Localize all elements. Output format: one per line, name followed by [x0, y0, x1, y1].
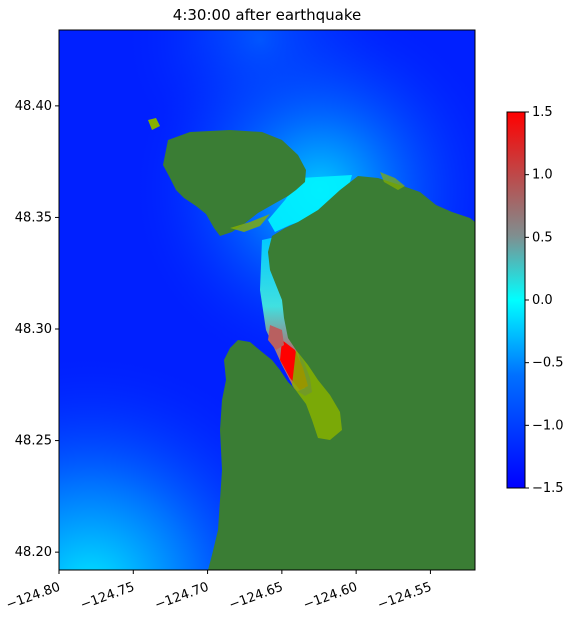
colorbar-tick-label: −1.0	[532, 418, 564, 433]
x-tick-label: −124.60	[301, 580, 359, 613]
x-axis: −124.80 −124.75 −124.70 −124.65 −124.60 −124.…	[4, 570, 434, 613]
land	[148, 118, 475, 570]
x-tick-label: −124.70	[153, 580, 211, 613]
north-island	[163, 130, 306, 236]
colorbar-ticks: 1.5 1.0 0.5 0.0 −0.5 −1.0 −1.5	[525, 105, 564, 496]
bay-cyan-zone	[268, 175, 352, 232]
intertidal-strip-east	[380, 172, 405, 190]
y-tick-label: 48.40	[15, 99, 52, 114]
colorbar-tick-label: 0.5	[532, 230, 553, 245]
small-islet	[148, 118, 160, 130]
colorbar-tick-label: 1.5	[532, 105, 553, 120]
mid-wave-zone	[268, 325, 284, 350]
colorbar-tick-label: −0.5	[532, 356, 564, 371]
intertidal-zone	[292, 350, 342, 440]
y-tick-label: 48.20	[15, 545, 52, 560]
y-tick-label: 48.30	[15, 322, 52, 337]
y-tick-label: 48.35	[15, 210, 52, 225]
colorbar-tick-label: −1.5	[532, 481, 564, 496]
y-tick-label: 48.25	[15, 434, 52, 449]
intertidal-strip-north	[230, 214, 270, 232]
colorbar	[506, 111, 526, 489]
x-tick-label: −124.55	[376, 580, 434, 613]
mainland	[208, 176, 475, 570]
colorbar-tick-label: 0.0	[532, 293, 553, 308]
y-axis: 48.20 48.25 48.30 48.35 48.40	[15, 99, 59, 560]
x-tick-label: −124.80	[4, 580, 62, 613]
x-tick-label: −124.75	[79, 580, 137, 613]
plot-title: 4:30:00 after earthquake	[172, 6, 362, 24]
x-tick-label: −124.65	[227, 580, 285, 613]
colorbar-tick-label: 1.0	[532, 168, 553, 183]
axes-frame	[58, 29, 476, 571]
